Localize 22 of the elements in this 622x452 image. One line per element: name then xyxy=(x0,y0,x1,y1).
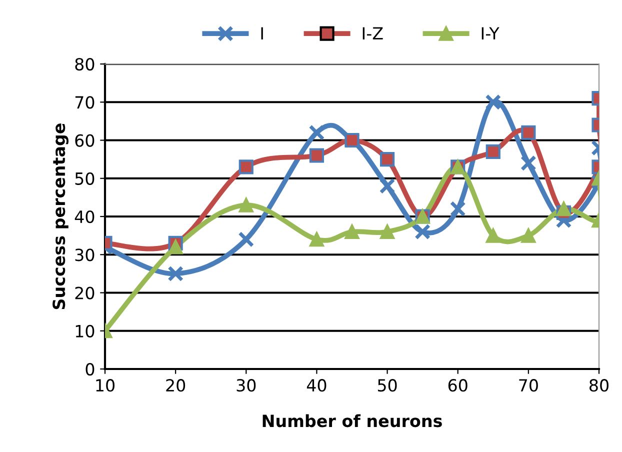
y-tick-label: 80 xyxy=(75,58,94,71)
y-tick-label: 10 xyxy=(76,324,94,338)
x-axis-title: Number of neurons xyxy=(262,414,442,428)
y-axis-title: Success percentage xyxy=(52,124,69,310)
y-tick-label: 20 xyxy=(75,286,94,300)
legend-label: I xyxy=(261,27,263,40)
y-tick-label: 50 xyxy=(75,172,94,185)
x-tick-label: 10 xyxy=(96,379,114,392)
x-tick-label: 80 xyxy=(590,379,608,392)
x-tick-label: 50 xyxy=(378,379,397,392)
x-tick-label: 20 xyxy=(166,379,186,392)
legend-label: I-Y xyxy=(482,27,500,40)
x-tick-label: 30 xyxy=(236,379,256,392)
x-tick-label: 70 xyxy=(519,379,538,392)
x-tick-label: 40 xyxy=(306,379,326,392)
y-tick-label: 70 xyxy=(75,96,94,109)
y-tick-label: 60 xyxy=(75,134,94,147)
y-tick-label: 0 xyxy=(86,362,94,376)
y-tick-label: 30 xyxy=(75,248,94,262)
legend-label: I-Z xyxy=(362,27,383,40)
y-tick-label: 40 xyxy=(74,210,94,224)
x-tick-label: 60 xyxy=(448,379,468,392)
